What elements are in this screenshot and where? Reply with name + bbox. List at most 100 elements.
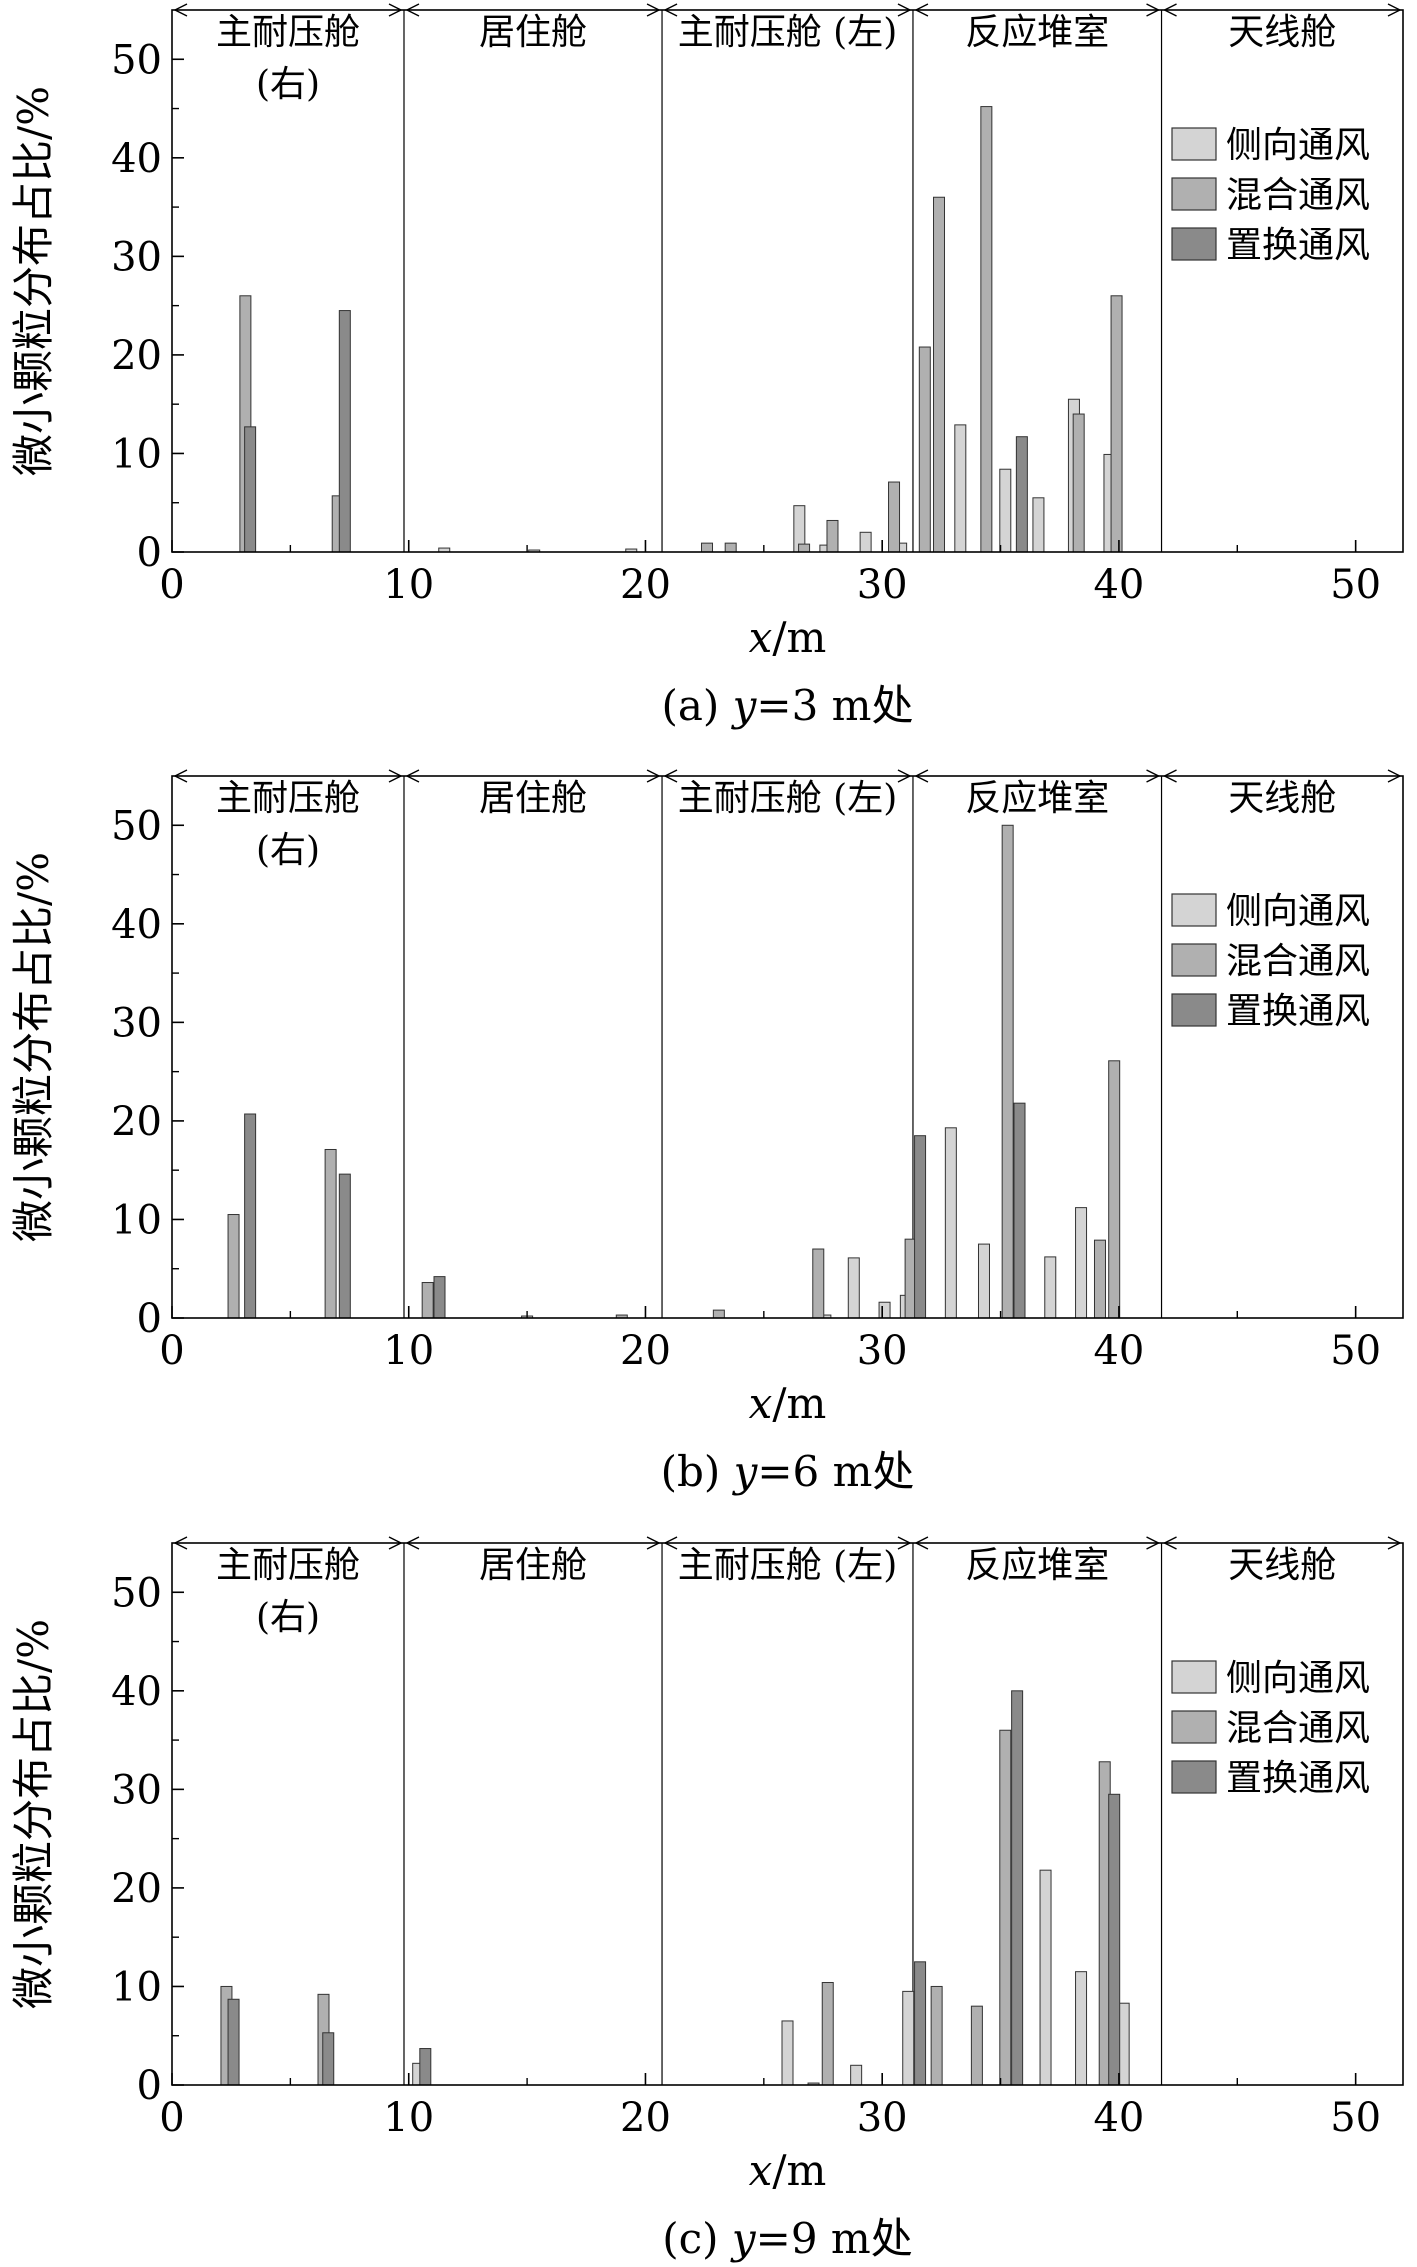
bar-lateral [850, 2064, 863, 2086]
x-tick-label: 30 [857, 1328, 908, 1374]
bar-lateral [944, 1127, 957, 1319]
y-tick-label: 0 [137, 2063, 162, 2109]
y-tick-label: 10 [111, 1197, 162, 1243]
legend-swatch [1171, 943, 1217, 977]
y-tick-label: 40 [111, 1669, 162, 1715]
legend-swatch [1171, 893, 1217, 927]
bar-mixed [812, 1248, 825, 1319]
bar-displacement [419, 2048, 432, 2086]
x-tick-label: 20 [620, 562, 671, 608]
bar-displacement [338, 1173, 351, 1319]
y-tick-label: 20 [111, 333, 162, 379]
chart-panel-2: 主耐压舱 (右) 居住舱 主耐压舱 (左) 反应堆室 天线舱 0 10 20 30 40 50 0 10 2… [9, 769, 1404, 1496]
bar-mixed [970, 2005, 983, 2086]
x-tick-label: 50 [1330, 1328, 1381, 1374]
x-axis-label: x/m [749, 613, 827, 662]
bar-lateral [1044, 1256, 1057, 1319]
legend-swatch [1171, 993, 1217, 1027]
x-tick-label: 30 [857, 562, 908, 608]
x-tick-label: 0 [159, 2095, 184, 2141]
chart-panel-3: 主耐压舱 (右) 居住舱 主耐压舱 (左) 反应堆室 天线舱 0 10 20 30 40 50 0 10 2… [9, 1536, 1404, 2263]
region-label: 主耐压舱 (左) [678, 1545, 898, 1586]
legend-swatch [1171, 177, 1217, 211]
legend-label: 置换通风 [1226, 1758, 1370, 1799]
y-axis-label: 微小颗粒分布占比/% [9, 86, 58, 476]
bar-mixed [930, 1985, 943, 2086]
bar-mixed [1072, 413, 1085, 553]
y-tick-label: 50 [111, 1570, 162, 1616]
y-tick-label: 30 [111, 234, 162, 280]
bar-mixed [918, 346, 931, 553]
legend-label: 混合通风 [1226, 1708, 1370, 1749]
bar-displacement [1108, 1793, 1121, 2086]
y-tick-label: 50 [111, 803, 162, 849]
bar-mixed [933, 196, 946, 553]
legend-swatch [1171, 1660, 1217, 1694]
region-label: 反应堆室 [965, 1545, 1109, 1586]
bar-displacement [1011, 1690, 1024, 2086]
bar-displacement [433, 1276, 446, 1319]
bar-mixed [712, 1309, 725, 1319]
panel-caption: (a) y=3 m处 [662, 681, 914, 730]
y-tick-label: 30 [111, 1000, 162, 1046]
y-tick-label: 10 [111, 1964, 162, 2010]
bar-lateral [859, 531, 872, 553]
region-label: 主耐压舱 (左) [678, 778, 898, 819]
bar-mixed [1108, 1060, 1121, 1319]
y-tick-label: 20 [111, 1099, 162, 1145]
y-tick-label: 0 [137, 1296, 162, 1342]
y-tick-label: 40 [111, 902, 162, 948]
x-axis-label: x/m [749, 2146, 827, 2195]
plot-frame [171, 9, 1404, 553]
legend-label: 侧向通风 [1226, 891, 1370, 932]
bar-lateral [1039, 1869, 1052, 2086]
bar-lateral [902, 1990, 915, 2086]
legend-swatch [1171, 1760, 1217, 1794]
y-axis-label: 微小颗粒分布占比/% [9, 852, 58, 1242]
x-tick-label: 50 [1330, 562, 1381, 608]
bar-mixed [724, 542, 737, 553]
bar-mixed [1110, 295, 1123, 553]
region-label: 居住舱 [479, 778, 587, 819]
plot-frame [171, 1542, 1404, 2086]
bar-mixed [821, 1982, 834, 2086]
x-tick-label: 30 [857, 2095, 908, 2141]
legend-swatch [1171, 1710, 1217, 1744]
x-tick-label: 10 [383, 2095, 434, 2141]
bar-mixed [1001, 824, 1014, 1319]
bar-lateral [1032, 497, 1045, 553]
bar-mixed [1093, 1239, 1106, 1319]
y-tick-label: 20 [111, 1866, 162, 1912]
bar-displacement [1013, 1102, 1026, 1319]
bar-displacement [227, 1998, 240, 2086]
legend-label: 置换通风 [1226, 225, 1370, 266]
x-tick-label: 0 [159, 1328, 184, 1374]
bar-lateral [1075, 1971, 1088, 2086]
y-tick-label: 0 [137, 530, 162, 576]
x-tick-label: 50 [1330, 2095, 1381, 2141]
bar-lateral [1075, 1207, 1088, 1319]
bar-mixed [421, 1282, 434, 1319]
legend-label: 混合通风 [1226, 175, 1370, 216]
bar-lateral [878, 1301, 891, 1319]
x-tick-label: 20 [620, 1328, 671, 1374]
bar-mixed [980, 106, 993, 553]
region-label: 反应堆室 [965, 778, 1109, 819]
x-axis-label: x/m [749, 1379, 827, 1428]
region-label-sub: (右) [256, 1597, 320, 1638]
chart-panel-1: 主耐压舱 (右) 居住舱 主耐压舱 (左) 反应堆室 天线舱 0 10 20 30 40 50 0 10 2… [9, 3, 1404, 730]
panel-caption: (b) y=6 m处 [661, 1447, 915, 1496]
legend-swatch [1171, 127, 1217, 161]
region-label: 居住舱 [479, 12, 587, 53]
region-label-sub: (右) [256, 830, 320, 871]
bar-mixed [826, 519, 839, 553]
region-label: 反应堆室 [965, 12, 1109, 53]
y-axis-label: 微小颗粒分布占比/% [9, 1619, 58, 2009]
x-tick-label: 10 [383, 1328, 434, 1374]
region-label: 天线舱 [1228, 12, 1336, 53]
bar-mixed [888, 481, 901, 553]
bar-displacement [914, 1961, 927, 2086]
bar-lateral [781, 2020, 794, 2086]
bar-displacement [1015, 436, 1028, 553]
